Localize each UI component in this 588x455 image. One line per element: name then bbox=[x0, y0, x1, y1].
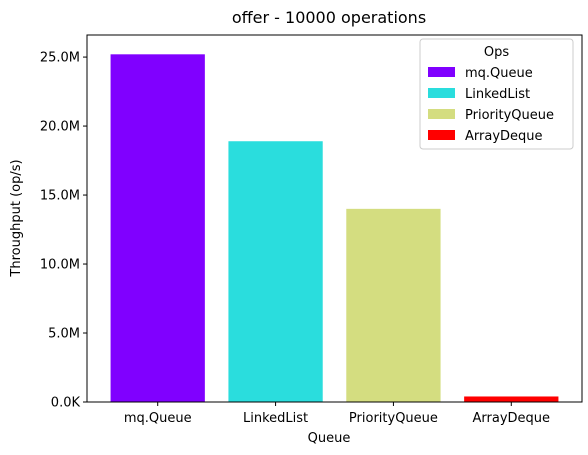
x-tick-label-1: LinkedList bbox=[243, 411, 308, 426]
bar-1 bbox=[228, 141, 323, 402]
x-tick-label-0: mq.Queue bbox=[124, 411, 192, 426]
bar-2 bbox=[346, 208, 441, 402]
y-tick-label-2: 10.0M bbox=[40, 258, 80, 273]
legend-box bbox=[419, 38, 574, 150]
y-tick-label-1: 5.0M bbox=[48, 327, 80, 342]
bar-0 bbox=[110, 54, 205, 402]
plot-frame bbox=[86, 34, 583, 403]
chart-title: offer - 10000 operations bbox=[232, 8, 426, 27]
legend-label-3: ArrayDeque bbox=[465, 129, 543, 144]
legend-label-2: PriorityQueue bbox=[465, 108, 554, 123]
legend-swatch-2 bbox=[428, 109, 455, 119]
y-tick-label-4: 20.0M bbox=[40, 120, 80, 135]
legend-swatch-3 bbox=[428, 130, 455, 140]
legend-label-1: LinkedList bbox=[465, 87, 530, 102]
x-axis-label: Queue bbox=[308, 431, 351, 446]
legend: Ops mq.Queue LinkedList PriorityQueue ArrayD… bbox=[419, 38, 574, 150]
legend-swatch-1 bbox=[428, 88, 455, 98]
y-tick-label-0: 0.0K bbox=[51, 396, 81, 411]
x-tick-label-2: PriorityQueue bbox=[349, 411, 438, 426]
y-tick-label-3: 15.0M bbox=[40, 189, 80, 204]
x-tick-label-3: ArrayDeque bbox=[473, 411, 551, 426]
legend-title: Ops bbox=[484, 45, 509, 60]
bar-3 bbox=[464, 396, 559, 402]
legend-swatch-0 bbox=[428, 67, 455, 77]
y-tick-label-5: 25.0M bbox=[40, 51, 80, 66]
plot-area: 0.0K 5.0M 10.0M 15.0M 20.0M 25.0M mq.Queue Link… bbox=[40, 34, 583, 426]
legend-label-0: mq.Queue bbox=[465, 66, 533, 81]
y-axis-label: Throughput (op/s) bbox=[9, 159, 24, 277]
